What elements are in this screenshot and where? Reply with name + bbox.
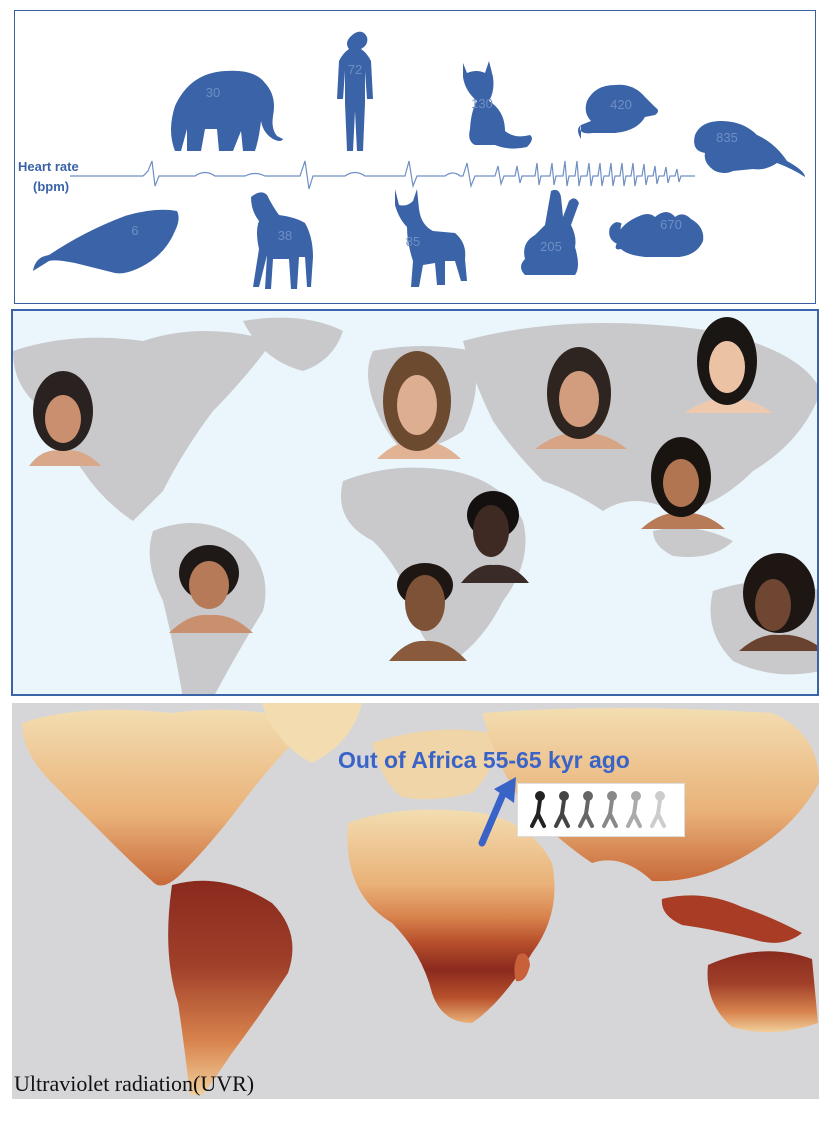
uvr-madagascar: [514, 953, 530, 982]
east-africa-portrait: [461, 491, 529, 583]
svg-text:835: 835: [716, 130, 738, 145]
human-populations-panel: [11, 309, 819, 696]
svg-text:420: 420: [610, 97, 632, 112]
americas-north-portrait: [29, 371, 101, 466]
uvr-landmasses: [22, 703, 819, 1095]
middle-east-portrait: [535, 347, 627, 449]
heart-rate-panel: 30 72 130 420 835 6 38 85: [14, 10, 816, 304]
uvr-se-asia-islands: [661, 895, 802, 943]
heart-rate-label: Heart rate: [18, 159, 79, 174]
walking-figures-icon: [530, 791, 666, 828]
rabbit-icon: 205: [521, 189, 579, 275]
shrew-icon: 835: [694, 121, 805, 177]
oceania-portrait: [739, 553, 817, 651]
ecg-trace: [70, 160, 695, 190]
uvr-title: Ultraviolet radiation(UVR): [14, 1071, 255, 1096]
cat-icon: 130: [463, 61, 532, 149]
svg-text:205: 205: [540, 239, 562, 254]
svg-text:670: 670: [660, 217, 682, 232]
uvr-south-america: [168, 880, 293, 1095]
horse-icon: 38: [251, 192, 313, 289]
heart-rate-unit: (bpm): [33, 179, 70, 194]
americas-south-portrait: [169, 545, 253, 633]
svg-text:85: 85: [406, 234, 420, 249]
whale-icon: 6: [33, 209, 179, 274]
southeast-asia-portrait: [641, 437, 725, 529]
svg-text:72: 72: [348, 62, 362, 77]
mouse-icon: 670: [609, 212, 704, 257]
uvr-panel: Out of Africa 55-65 kyr ago Ultraviolet …: [12, 703, 819, 1099]
greenland: [243, 317, 343, 371]
uvr-north-america: [22, 709, 312, 886]
east-asia-portrait: [685, 317, 773, 413]
svg-text:6: 6: [131, 223, 138, 238]
uvr-europe: [372, 729, 495, 800]
uvr-map: [22, 703, 819, 1095]
migration-arrow: [478, 777, 516, 847]
heart-rate-figure: 30 72 130 420 835 6 38 85: [33, 31, 805, 289]
human-icon: 72: [337, 31, 373, 152]
elephant-icon: 30: [171, 70, 283, 151]
asia: [463, 323, 817, 511]
uvr-africa: [347, 809, 555, 1023]
uvr-greenland: [262, 703, 362, 763]
svg-text:130: 130: [471, 96, 493, 111]
human-evolution-sequence: [517, 783, 685, 837]
dog-icon: 85: [395, 189, 467, 287]
svg-text:38: 38: [278, 228, 292, 243]
se-asia-islands: [653, 527, 733, 557]
uvr-australia: [707, 951, 818, 1033]
svg-text:30: 30: [206, 85, 220, 100]
south-africa-portrait: [389, 563, 467, 661]
world-map: [13, 317, 817, 694]
rat-icon: 420: [578, 84, 658, 139]
europe-portrait: [377, 351, 461, 459]
migration-label: Out of Africa 55-65 kyr ago: [338, 747, 630, 773]
